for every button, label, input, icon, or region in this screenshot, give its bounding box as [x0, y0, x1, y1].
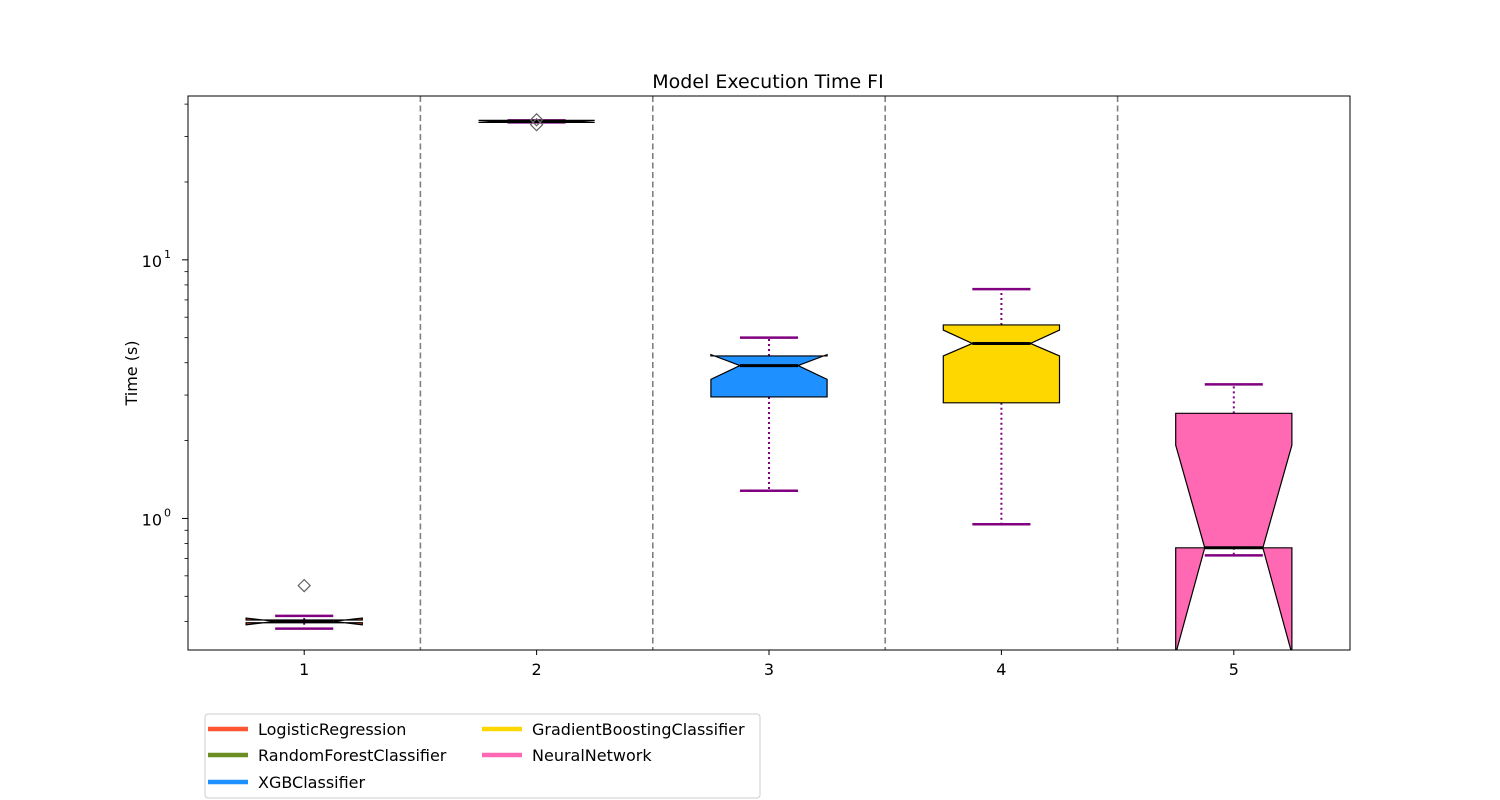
outlier-point — [529, 117, 544, 132]
legend-item: GradientBoostingClassifier — [482, 720, 745, 739]
chart-title: Model Execution Time FI — [652, 71, 883, 93]
legend-item: NeuralNetwork — [482, 746, 652, 765]
y-tick-label-exp: 1 — [164, 248, 171, 261]
box-body — [1175, 412, 1293, 650]
box-2 — [478, 112, 595, 132]
box-5 — [1175, 383, 1293, 650]
box-1 — [245, 578, 363, 630]
outlier-point — [297, 578, 312, 593]
plot-area — [245, 96, 1293, 650]
outlier-point — [529, 112, 544, 127]
legend-label: LogisticRegression — [258, 720, 406, 739]
x-tick-label: 1 — [299, 660, 309, 679]
legend: LogisticRegression RandomForestClassifier… — [204, 713, 761, 799]
legend-item: RandomForestClassifier — [208, 746, 447, 765]
x-tick-label: 2 — [532, 660, 542, 679]
box-3 — [710, 336, 828, 492]
legend-label: RandomForestClassifier — [258, 746, 447, 765]
y-axis-label: Time (s) — [122, 340, 141, 406]
legend-label: XGBClassifier — [258, 773, 366, 792]
box-body — [942, 324, 1061, 404]
y-tick-label-base: 10 — [142, 510, 162, 529]
x-axis: 1 2 3 4 5 — [299, 650, 1239, 679]
legend-item: XGBClassifier — [208, 773, 366, 792]
box-body — [710, 353, 828, 398]
y-tick-label-base: 10 — [142, 252, 162, 271]
box-4 — [942, 287, 1061, 526]
y-tick-label-exp: 0 — [164, 506, 171, 519]
x-tick-label: 5 — [1229, 660, 1239, 679]
legend-item: LogisticRegression — [208, 720, 406, 739]
x-tick-label: 3 — [764, 660, 774, 679]
x-tick-label: 4 — [996, 660, 1006, 679]
legend-label: GradientBoostingClassifier — [532, 720, 745, 739]
legend-label: NeuralNetwork — [532, 746, 652, 765]
